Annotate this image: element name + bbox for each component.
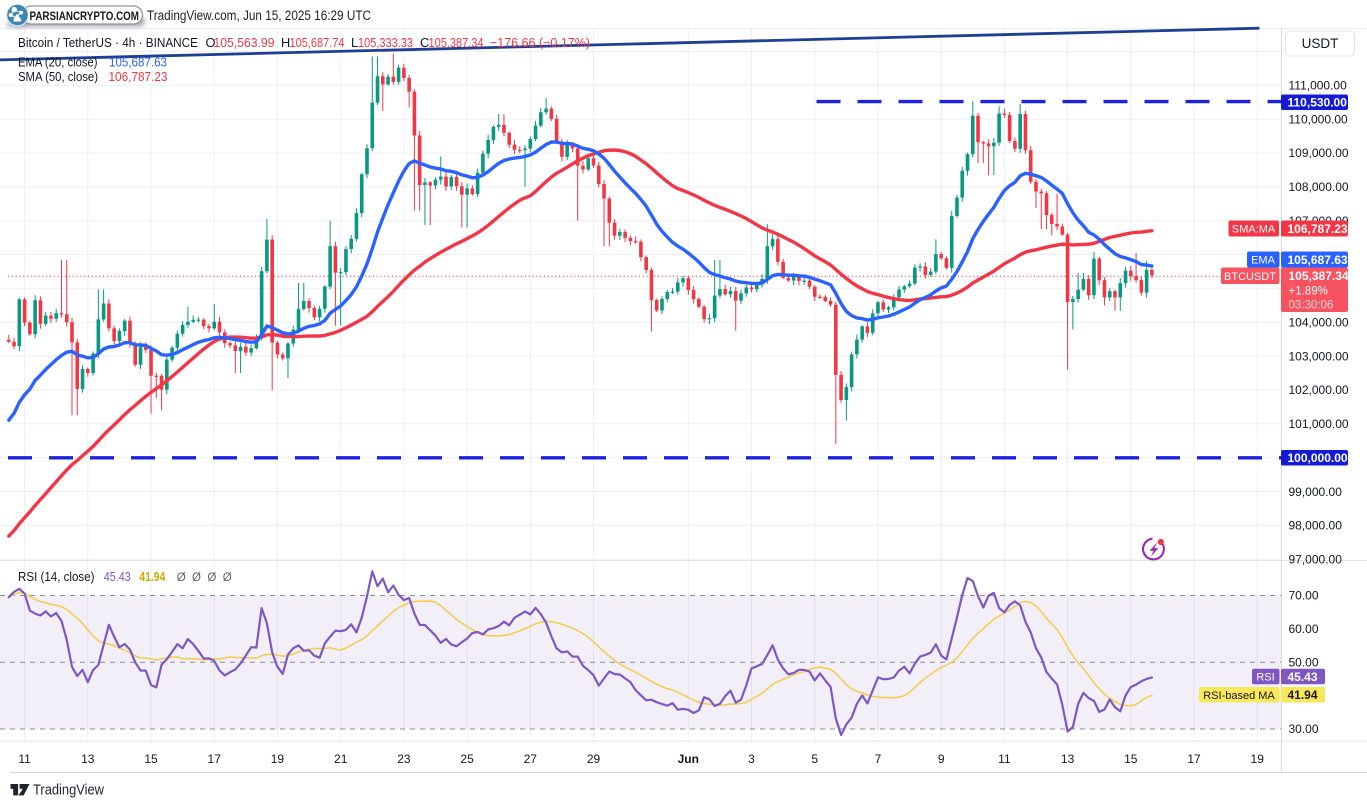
- svg-text:104,000.00: 104,000.00: [1289, 316, 1349, 330]
- svg-text:100,000.00: 100,000.00: [1288, 451, 1348, 465]
- svg-text:105,563.99: 105,563.99: [214, 35, 275, 50]
- svg-text:PARSIANCRYPTO.COM: PARSIANCRYPTO.COM: [30, 9, 140, 23]
- svg-text:97,000.00: 97,000.00: [1289, 553, 1343, 567]
- svg-text:105,387.34: 105,387.34: [1289, 269, 1349, 283]
- svg-text:RSI: RSI: [1256, 672, 1274, 684]
- svg-text:RSI-based MA: RSI-based MA: [1203, 690, 1275, 702]
- svg-text:RSI (14, close): RSI (14, close): [18, 569, 95, 584]
- svg-text:106,787.23: 106,787.23: [109, 69, 168, 84]
- svg-text:109,000.00: 109,000.00: [1289, 146, 1349, 160]
- svg-text:105,687.74: 105,687.74: [290, 35, 345, 50]
- svg-text:111,000.00: 111,000.00: [1289, 79, 1348, 93]
- svg-text:L: L: [351, 35, 358, 50]
- svg-text:70.00: 70.00: [1289, 589, 1319, 603]
- svg-text:103,000.00: 103,000.00: [1289, 349, 1349, 363]
- svg-text:98,000.00: 98,000.00: [1289, 519, 1343, 533]
- svg-text:101,000.00: 101,000.00: [1289, 417, 1349, 431]
- svg-text:03:30:06: 03:30:06: [1289, 300, 1334, 312]
- svg-text:9: 9: [938, 752, 945, 766]
- svg-text:USDT: USDT: [1302, 36, 1339, 51]
- svg-text:TradingView: TradingView: [33, 782, 104, 798]
- svg-text:105,333.33: 105,333.33: [358, 35, 413, 50]
- svg-text:105,687.63: 105,687.63: [109, 55, 167, 70]
- svg-text:105,387.34: 105,387.34: [429, 35, 484, 50]
- svg-text:C: C: [420, 35, 429, 50]
- svg-text:15: 15: [144, 752, 158, 766]
- svg-text:105,687.63: 105,687.63: [1288, 253, 1348, 267]
- svg-text:H: H: [281, 35, 290, 50]
- svg-text:60.00: 60.00: [1289, 622, 1319, 636]
- svg-text:41.94: 41.94: [139, 569, 166, 584]
- svg-text:+1.89%: +1.89%: [1289, 286, 1328, 298]
- svg-text:EMA (20, close): EMA (20, close): [18, 55, 98, 70]
- svg-text:19: 19: [1251, 752, 1265, 766]
- svg-text:11: 11: [18, 752, 31, 766]
- svg-text:11: 11: [998, 752, 1011, 766]
- svg-text:TradingView.com, Jun 15, 2025: TradingView.com, Jun 15, 2025 16:29 UTC: [147, 8, 371, 24]
- svg-text:SMA:MA: SMA:MA: [1232, 224, 1276, 236]
- svg-text:SMA (50, close): SMA (50, close): [18, 69, 98, 84]
- svg-text:15: 15: [1124, 752, 1138, 766]
- svg-text:Ø: Ø: [207, 572, 216, 584]
- svg-text:13: 13: [81, 752, 95, 766]
- svg-text:41.94: 41.94: [1288, 688, 1318, 702]
- svg-text:BTCUSDT: BTCUSDT: [1224, 271, 1276, 283]
- svg-text:EMA: EMA: [1251, 255, 1276, 267]
- svg-text:O: O: [206, 35, 216, 50]
- svg-text:25: 25: [460, 752, 474, 766]
- svg-text:29: 29: [587, 752, 601, 766]
- svg-text:23: 23: [397, 752, 411, 766]
- svg-text:7: 7: [875, 752, 882, 766]
- svg-text:108,000.00: 108,000.00: [1289, 180, 1349, 194]
- svg-text:102,000.00: 102,000.00: [1289, 383, 1349, 397]
- svg-text:19: 19: [271, 752, 285, 766]
- svg-text:27: 27: [524, 752, 538, 766]
- svg-text:Jun: Jun: [678, 752, 699, 766]
- svg-text:Ø: Ø: [177, 572, 186, 584]
- svg-text:106,787.23: 106,787.23: [1288, 222, 1348, 236]
- svg-text:110,000.00: 110,000.00: [1289, 112, 1348, 126]
- svg-text:17: 17: [208, 752, 222, 766]
- svg-text:45.43: 45.43: [1288, 670, 1318, 684]
- svg-text:45.43: 45.43: [104, 569, 131, 584]
- svg-text:Bitcoin / TetherUS · 4h · BINA: Bitcoin / TetherUS · 4h · BINANCE: [18, 35, 198, 50]
- svg-text:21: 21: [334, 752, 348, 766]
- svg-text:5: 5: [811, 752, 818, 766]
- svg-text:3: 3: [748, 752, 755, 766]
- svg-text:30.00: 30.00: [1289, 722, 1319, 736]
- svg-text:110,530.00: 110,530.00: [1288, 96, 1348, 110]
- svg-text:50.00: 50.00: [1289, 656, 1319, 670]
- svg-text:−176.66 (−0.17%): −176.66 (−0.17%): [490, 35, 590, 50]
- svg-text:99,000.00: 99,000.00: [1289, 485, 1343, 499]
- svg-text:Ø: Ø: [192, 572, 201, 584]
- svg-text:17: 17: [1187, 752, 1201, 766]
- svg-text:Ø: Ø: [223, 572, 232, 584]
- svg-text:13: 13: [1061, 752, 1075, 766]
